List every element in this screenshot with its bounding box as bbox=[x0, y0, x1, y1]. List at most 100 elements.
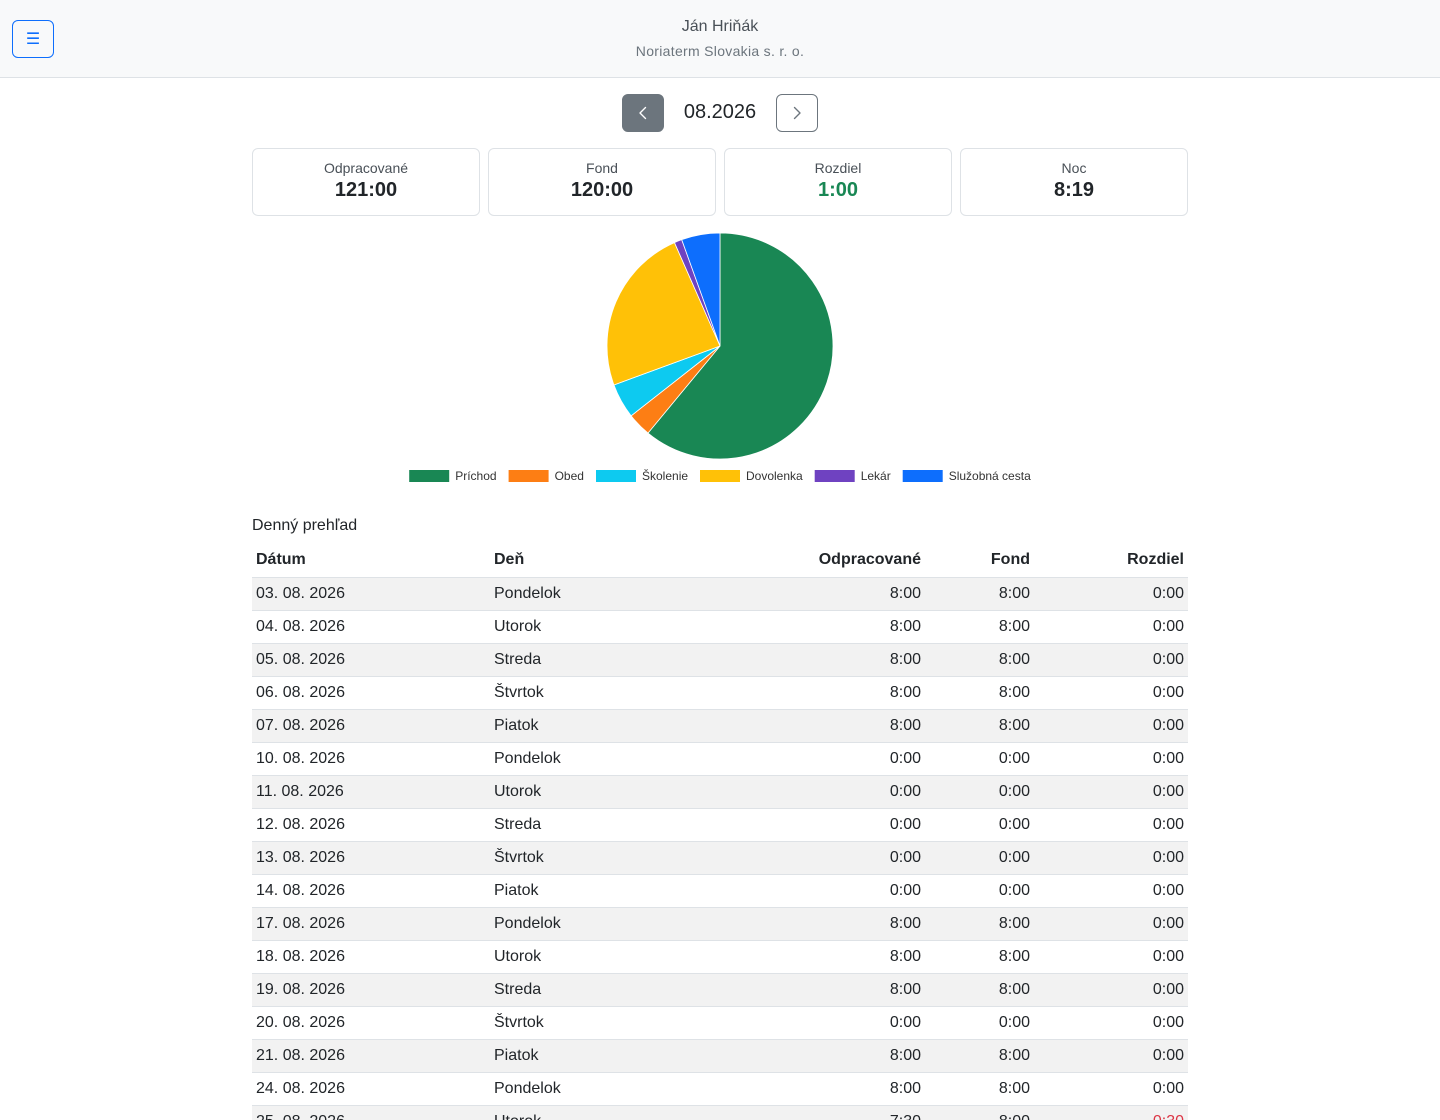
legend-label: Dovolenka bbox=[746, 469, 803, 483]
column-header-difference: Rozdiel bbox=[1034, 543, 1188, 578]
table-row: 10. 08. 2026 Pondelok 0:00 0:00 0:00 bbox=[252, 742, 1188, 776]
cell-difference: 0:00 bbox=[1034, 1072, 1188, 1106]
table-row: 07. 08. 2026 Piatok 8:00 8:00 0:00 bbox=[252, 709, 1188, 743]
table-row: 06. 08. 2026 Štvrtok 8:00 8:00 0:00 bbox=[252, 676, 1188, 710]
cell-day: Štvrtok bbox=[490, 676, 728, 710]
top-bar: ☰ Ján Hriňák Noriaterm Slovakia s. r. o. bbox=[0, 0, 1440, 78]
cell-day: Streda bbox=[490, 973, 728, 1007]
cell-worked: 0:00 bbox=[728, 874, 925, 908]
column-header-fond: Fond bbox=[925, 543, 1034, 578]
legend-swatch bbox=[700, 470, 740, 482]
cell-day: Streda bbox=[490, 643, 728, 677]
column-header-date: Dátum bbox=[252, 543, 490, 578]
table-row: 19. 08. 2026 Streda 8:00 8:00 0:00 bbox=[252, 973, 1188, 1007]
cell-date: 24. 08. 2026 bbox=[252, 1072, 490, 1106]
cell-date: 12. 08. 2026 bbox=[252, 808, 490, 842]
cell-worked: 0:00 bbox=[728, 841, 925, 875]
legend-swatch bbox=[902, 470, 943, 482]
cell-fond: 0:00 bbox=[925, 841, 1034, 875]
table-row: 20. 08. 2026 Štvrtok 0:00 0:00 0:00 bbox=[252, 1006, 1188, 1040]
cell-fond: 0:00 bbox=[925, 874, 1034, 908]
pie-chart: Príchod Obed Školenie Dovolenka Lekár Služobn… bbox=[409, 232, 1031, 483]
cell-difference: 0:00 bbox=[1034, 808, 1188, 842]
cell-date: 19. 08. 2026 bbox=[252, 973, 490, 1007]
chevron-left-icon bbox=[639, 106, 647, 120]
hamburger-menu-icon: ☰ bbox=[25, 31, 41, 48]
cell-fond: 8:00 bbox=[925, 1072, 1034, 1106]
cell-date: 13. 08. 2026 bbox=[252, 841, 490, 875]
table-row: 25. 08. 2026Utorok7:308:00-0:30 bbox=[252, 1105, 1188, 1120]
cell-fond: 8:00 bbox=[925, 643, 1034, 677]
legend-swatch bbox=[409, 470, 450, 482]
cell-fond: 8:00 bbox=[925, 1105, 1034, 1120]
cell-difference: 0:00 bbox=[1034, 1039, 1188, 1073]
cell-difference: 0:00 bbox=[1034, 643, 1188, 677]
cell-day: Utorok bbox=[490, 610, 728, 644]
fond-value: 120:00 bbox=[570, 179, 634, 201]
legend-label: Školenie bbox=[642, 468, 688, 483]
cell-day: Štvrtok bbox=[490, 841, 728, 875]
cell-day: Pondelok bbox=[490, 1072, 728, 1106]
cell-difference: 0:00 bbox=[1034, 940, 1188, 974]
cell-worked: 8:00 bbox=[728, 610, 925, 644]
cell-date: 06. 08. 2026 bbox=[252, 676, 490, 710]
cell-difference: 0:00 bbox=[1034, 577, 1188, 611]
next-month-button[interactable] bbox=[776, 94, 818, 132]
cell-worked: 0:00 bbox=[728, 808, 925, 842]
table-header-row: Dátum Deň Odpracované Fond Rozdiel bbox=[252, 543, 1188, 578]
worked-label: Odpracované bbox=[323, 160, 409, 176]
pie-slice bbox=[606, 242, 721, 386]
column-header-day: Deň bbox=[490, 543, 728, 578]
difference-value: 1:00 bbox=[817, 179, 859, 201]
fond-card: Fond 120:00 bbox=[488, 148, 716, 216]
cell-worked: 8:00 bbox=[728, 1039, 925, 1073]
cell-difference: 0:00 bbox=[1034, 676, 1188, 710]
night-card: Noc 8:19 bbox=[960, 148, 1188, 216]
menu-button[interactable]: ☰ bbox=[12, 20, 54, 58]
cell-worked: 7:30 bbox=[728, 1105, 925, 1120]
table-row: 12. 08. 2026 Streda 0:00 0:00 0:00 bbox=[252, 808, 1188, 842]
column-header-worked: Odpracované bbox=[728, 543, 925, 578]
cell-date: 03. 08. 2026 bbox=[252, 577, 490, 611]
difference-label: Rozdiel bbox=[814, 160, 862, 176]
legend-swatch bbox=[508, 470, 549, 482]
table-row: 18. 08. 2026 Utorok 8:00 8:00 0:00 bbox=[252, 940, 1188, 974]
cell-difference: 0:00 bbox=[1034, 709, 1188, 743]
cell-date: 18. 08. 2026 bbox=[252, 940, 490, 974]
legend-label: Príchod bbox=[455, 469, 496, 483]
cell-worked: 8:00 bbox=[728, 1072, 925, 1106]
cell-fond: 8:00 bbox=[925, 973, 1034, 1007]
difference-card: Rozdiel 1:00 bbox=[724, 148, 952, 216]
cell-date: 10. 08. 2026 bbox=[252, 742, 490, 776]
cell-fond: 8:00 bbox=[925, 1039, 1034, 1073]
cell-worked: 8:00 bbox=[728, 907, 925, 941]
previous-month-button[interactable] bbox=[622, 94, 664, 132]
daily-table: Dátum Deň Odpracované Fond Rozdiel 03. 0… bbox=[252, 543, 1188, 1120]
cell-day: Štvrtok bbox=[490, 1006, 728, 1040]
daily-overview-title: Denný prehľad bbox=[252, 517, 358, 534]
cell-date: 07. 08. 2026 bbox=[252, 709, 490, 743]
cell-worked: 0:00 bbox=[728, 742, 925, 776]
cell-worked: 0:00 bbox=[728, 775, 925, 809]
cell-worked: 0:00 bbox=[728, 1006, 925, 1040]
cell-date: 14. 08. 2026 bbox=[252, 874, 490, 908]
cell-date: 25. 08. 2026 bbox=[252, 1105, 490, 1120]
cell-difference: 0:00 bbox=[1034, 973, 1188, 1007]
table-row: 14. 08. 2026 Piatok 0:00 0:00 0:00 bbox=[252, 874, 1188, 908]
cell-difference: 0:00 bbox=[1034, 610, 1188, 644]
cell-day: Streda bbox=[490, 808, 728, 842]
cell-fond: 8:00 bbox=[925, 610, 1034, 644]
cell-fond: 0:00 bbox=[925, 808, 1034, 842]
worked-value: 121:00 bbox=[334, 179, 398, 201]
night-label: Noc bbox=[1061, 160, 1087, 176]
cell-day: Utorok bbox=[490, 775, 728, 809]
cell-day: Piatok bbox=[490, 709, 728, 743]
table-row: 21. 08. 2026 Piatok 8:00 8:00 0:00 bbox=[252, 1039, 1188, 1073]
legend-label: Služobná cesta bbox=[949, 469, 1031, 483]
cell-fond: 8:00 bbox=[925, 676, 1034, 710]
cell-worked: 8:00 bbox=[728, 709, 925, 743]
cell-day: Pondelok bbox=[490, 577, 728, 611]
fond-label: Fond bbox=[586, 160, 618, 176]
cell-date: 04. 08. 2026 bbox=[252, 610, 490, 644]
cell-fond: 0:00 bbox=[925, 742, 1034, 776]
